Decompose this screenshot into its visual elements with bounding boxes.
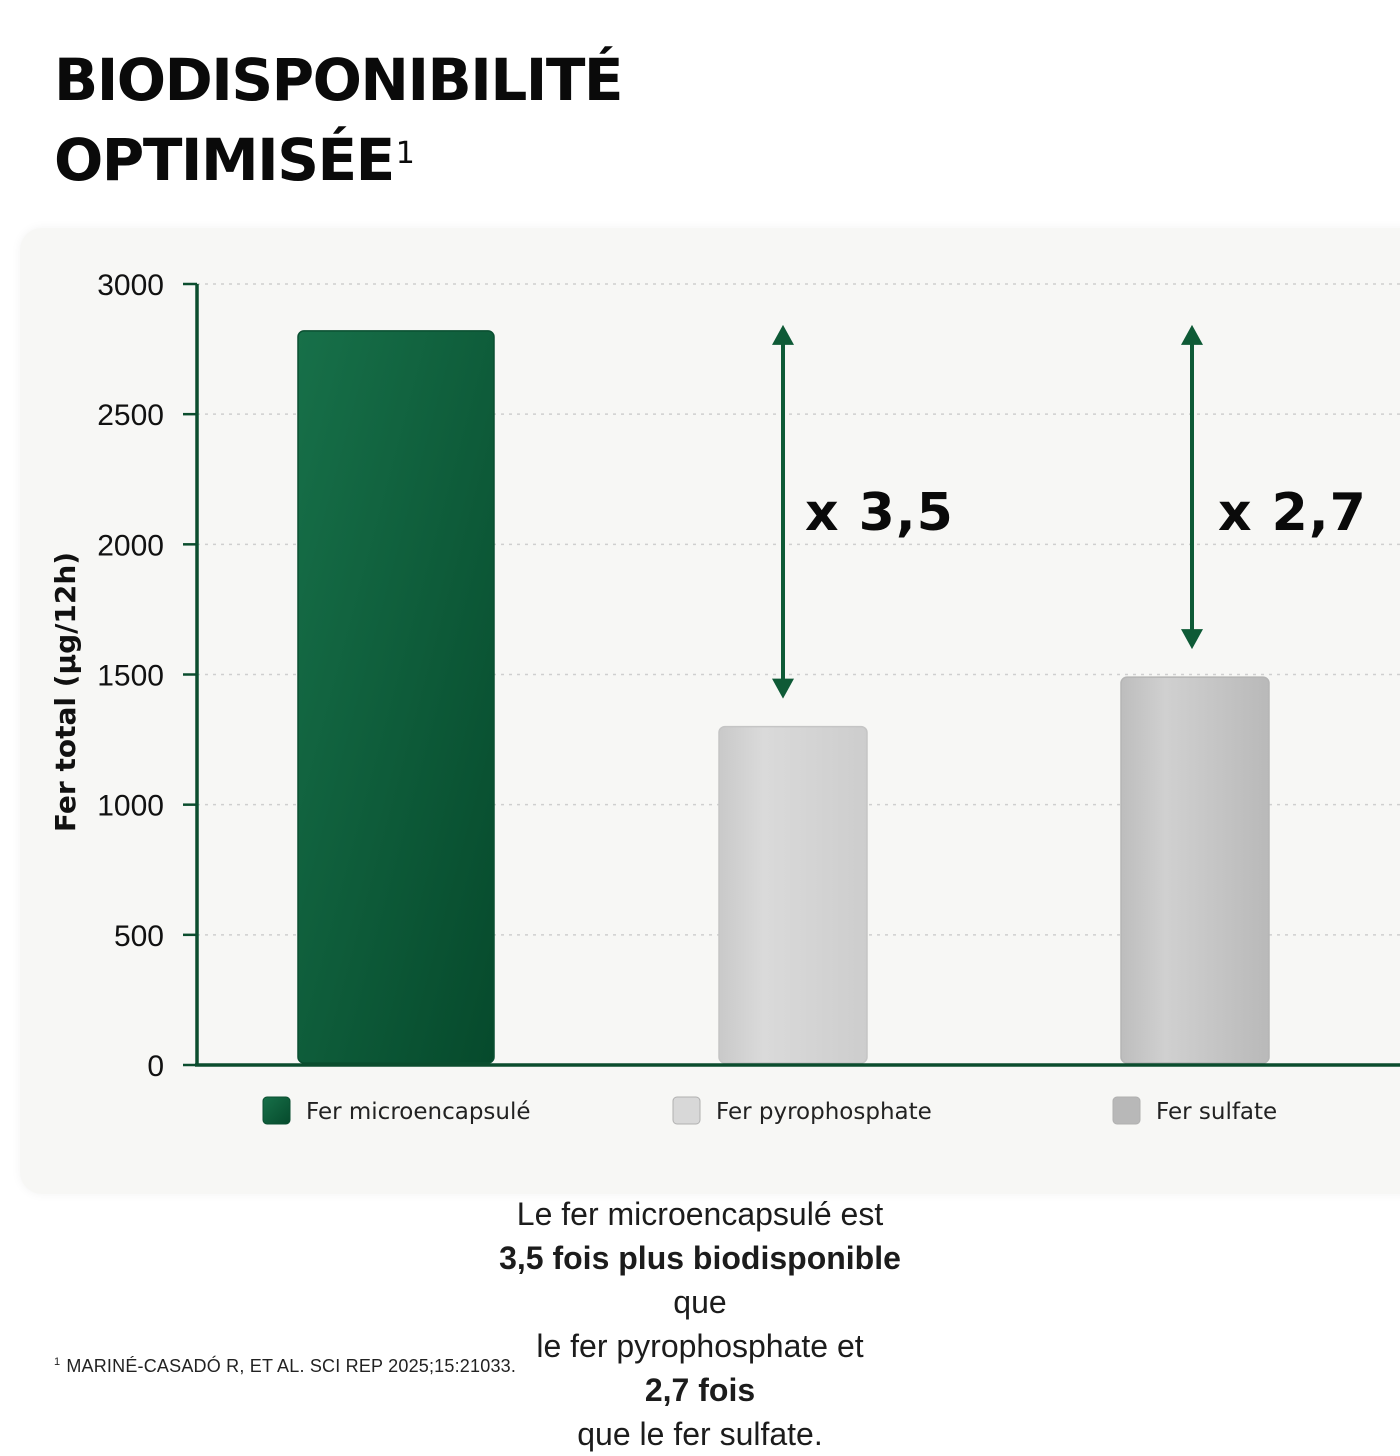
page-title: BIODISPONIBILITÉ OPTIMISÉE1 <box>54 40 624 200</box>
y-axis-label: Fer total (µg/12h) <box>49 552 82 832</box>
title-footnote-marker: 1 <box>395 136 415 171</box>
caption: Le fer microencapsulé est 3,5 fois plus … <box>0 1192 1400 1456</box>
caption-line-1: Le fer microencapsulé est 3,5 fois plus … <box>499 1196 901 1320</box>
title-line-1: BIODISPONIBILITÉ <box>54 46 624 114</box>
legend-label: Fer sulfate <box>1156 1099 1277 1125</box>
y-tick-label: 500 <box>114 920 164 953</box>
footnote-text: MARINÉ-CASADÓ R, ET AL. SCI REP 2025;15:… <box>66 1356 517 1376</box>
y-tick-label: 0 <box>147 1050 164 1083</box>
annotation-arrow-head-down <box>1181 629 1203 650</box>
legend-swatch <box>262 1096 291 1125</box>
y-tick-label: 2500 <box>97 399 164 432</box>
legend-label: Fer pyrophosphate <box>716 1099 932 1125</box>
title-line-2-text: OPTIMISÉE <box>54 126 395 194</box>
legend: Fer microencapsulé Fer pyrophosphate Fer s… <box>262 1096 1277 1125</box>
footnote-marker: 1 <box>54 1356 61 1368</box>
caption-line-2: le fer pyrophosphate et 2,7 fois que le … <box>536 1328 864 1452</box>
footnote: 1 MARINÉ-CASADÓ R, ET AL. SCI REP 2025;15… <box>54 1356 516 1377</box>
annotations: x 3,5 x 2,7 <box>772 324 1367 699</box>
legend-swatch <box>672 1096 701 1125</box>
y-tick-labels: 0 500 1000 1500 2000 2500 3000 <box>97 269 164 1083</box>
y-tick-label: 1000 <box>97 790 164 823</box>
annotation-arrow-head-up <box>772 324 794 345</box>
bars <box>297 330 1270 1064</box>
annotation-arrow-head-up <box>1181 324 1203 345</box>
annotation-arrow-head-down <box>772 678 794 699</box>
title-line-2: OPTIMISÉE1 <box>54 120 622 200</box>
y-tick-label: 2000 <box>97 529 164 562</box>
legend-label: Fer microencapsulé <box>306 1099 531 1125</box>
legend-swatch <box>1112 1096 1141 1125</box>
axes <box>195 284 1400 1067</box>
bar <box>297 330 495 1064</box>
bar <box>1120 676 1270 1064</box>
annotation-label: x 2,7 <box>1218 483 1367 543</box>
caption-highlight-2: 2,7 fois <box>644 1372 756 1408</box>
annotation-label: x 3,5 <box>805 483 954 543</box>
y-tick-label: 1500 <box>97 660 164 693</box>
bar-chart: 0 500 1000 1500 2000 2500 3000 x 3,5 x 2,7 Fer … <box>49 269 1400 1125</box>
bar <box>718 725 868 1064</box>
caption-highlight-1: 3,5 fois plus biodisponible <box>499 1240 901 1276</box>
y-tick-label: 3000 <box>97 269 164 302</box>
